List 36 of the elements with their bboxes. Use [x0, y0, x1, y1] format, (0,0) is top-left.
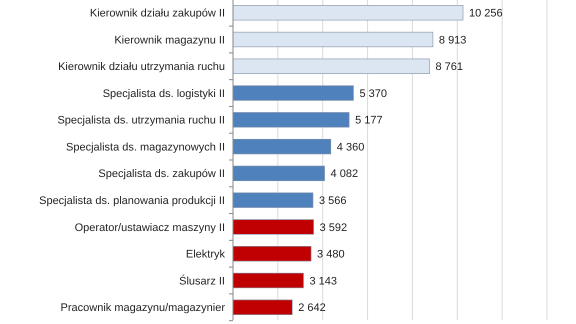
data-label: 8 761	[435, 61, 464, 74]
y-tick-label: Specjalista ds. utrzymania ruchu II	[57, 114, 225, 127]
y-tick-label: Kierownik działu zakupów II	[90, 8, 225, 20]
data-label: 2 642	[298, 302, 326, 314]
data-label: 10 256	[469, 8, 503, 20]
data-label: 5 177	[355, 114, 383, 127]
y-tick-label: Specjalista ds. planowania produkcji II	[39, 195, 225, 208]
bar	[232, 5, 464, 20]
y-tick-label: Specjalista ds. magazynowych II	[66, 141, 225, 154]
bar	[232, 192, 314, 208]
data-label: 5 370	[359, 88, 387, 100]
bar	[232, 246, 312, 262]
bar	[232, 112, 350, 128]
bar	[232, 138, 332, 154]
bar	[232, 85, 354, 101]
y-tick-label: Kierownik działu utrzymania ruchu	[58, 61, 225, 74]
y-tick-label: Specjalista ds. logistyki II	[102, 88, 225, 100]
bar	[232, 32, 434, 48]
y-tick-label: Operator/ustawiacz maszyny II	[74, 222, 225, 234]
data-label: 3 566	[318, 195, 347, 208]
y-tick-label: Pracownik magazynu/magazynier	[60, 302, 226, 314]
bar	[232, 166, 325, 182]
data-label: 4 082	[330, 168, 358, 180]
data-label: 4 360	[336, 141, 364, 154]
y-tick-label: Kierownik magazynu II	[114, 34, 225, 46]
data-label: 8 913	[438, 34, 466, 46]
bar	[232, 300, 293, 315]
bar	[232, 219, 314, 235]
bar	[232, 272, 304, 288]
data-label: 3 480	[317, 248, 345, 261]
y-tick-label: Ślusarz II	[179, 274, 225, 288]
y-tick-label: Elektryk	[186, 248, 226, 261]
y-tick-label: Specjalista ds. zakupów II	[98, 168, 225, 180]
data-label: 3 143	[309, 275, 338, 288]
data-label: 3 592	[320, 222, 348, 234]
bar	[232, 58, 430, 74]
